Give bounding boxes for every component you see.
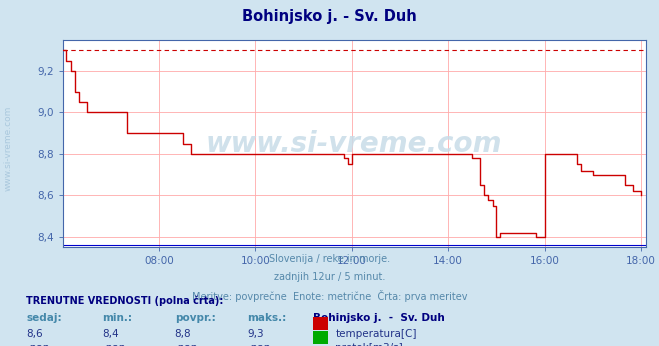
- Text: 8,4: 8,4: [102, 329, 119, 339]
- Text: min.:: min.:: [102, 313, 132, 323]
- Text: Slovenija / reke in morje.: Slovenija / reke in morje.: [269, 254, 390, 264]
- Text: temperatura[C]: temperatura[C]: [335, 329, 417, 339]
- Text: sedaj:: sedaj:: [26, 313, 62, 323]
- Text: -nan: -nan: [102, 343, 125, 346]
- Text: 8,8: 8,8: [175, 329, 191, 339]
- Text: maks.:: maks.:: [247, 313, 287, 323]
- Text: -nan: -nan: [26, 343, 49, 346]
- Text: -nan: -nan: [247, 343, 270, 346]
- Text: 8,6: 8,6: [26, 329, 43, 339]
- Text: www.si-vreme.com: www.si-vreme.com: [4, 106, 13, 191]
- Text: Bohinjsko j.  -  Sv. Duh: Bohinjsko j. - Sv. Duh: [313, 313, 445, 323]
- Text: www.si-vreme.com: www.si-vreme.com: [206, 130, 502, 157]
- Text: zadnjih 12ur / 5 minut.: zadnjih 12ur / 5 minut.: [273, 272, 386, 282]
- Text: TRENUTNE VREDNOSTI (polna črta):: TRENUTNE VREDNOSTI (polna črta):: [26, 296, 224, 306]
- Text: 9,3: 9,3: [247, 329, 264, 339]
- Text: pretok[m3/s]: pretok[m3/s]: [335, 343, 403, 346]
- Text: Meritve: povprečne  Enote: metrične  Črta: prva meritev: Meritve: povprečne Enote: metrične Črta:…: [192, 290, 467, 302]
- Text: Bohinjsko j. - Sv. Duh: Bohinjsko j. - Sv. Duh: [242, 9, 417, 24]
- Text: -nan: -nan: [175, 343, 198, 346]
- Text: povpr.:: povpr.:: [175, 313, 215, 323]
